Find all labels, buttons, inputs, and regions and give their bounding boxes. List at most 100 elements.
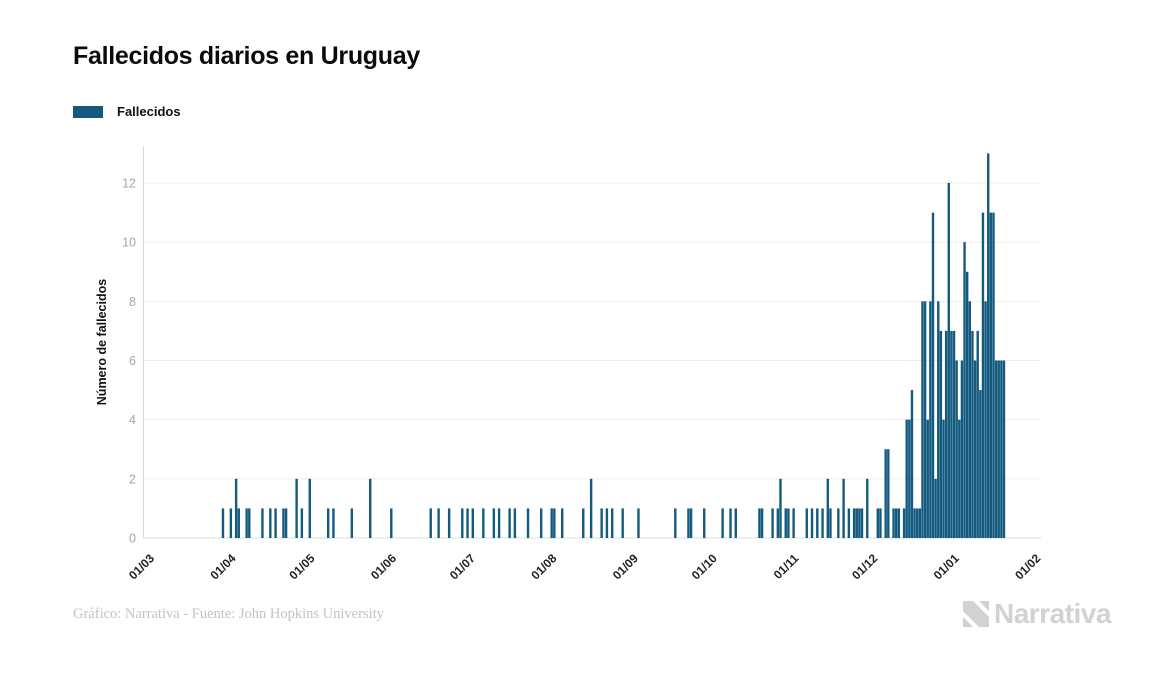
- bar: [734, 508, 737, 538]
- bar: [987, 153, 990, 539]
- bar: [760, 508, 764, 538]
- bar: [234, 478, 238, 538]
- bar: [513, 508, 517, 538]
- bar: [787, 508, 790, 538]
- x-tick-label: 01/02: [1012, 551, 1043, 582]
- y-tick-label: 8: [129, 295, 136, 309]
- bar: [497, 508, 501, 538]
- bar: [847, 508, 851, 538]
- bar: [826, 478, 830, 538]
- bar: [852, 508, 856, 538]
- bar: [589, 478, 593, 538]
- bar: [965, 271, 969, 538]
- bar: [492, 508, 496, 538]
- bar: [621, 508, 624, 538]
- bar: [929, 301, 932, 538]
- bar: [979, 390, 982, 538]
- y-tick-label: 12: [122, 177, 136, 191]
- bar: [300, 508, 304, 538]
- bar: [884, 449, 887, 538]
- bar: [821, 508, 824, 538]
- bar: [947, 183, 950, 538]
- bar: [1002, 360, 1006, 538]
- bar: [466, 508, 469, 538]
- bar: [284, 508, 288, 538]
- bar: [461, 508, 464, 538]
- bar: [992, 212, 995, 538]
- bar: [526, 508, 530, 538]
- bar: [921, 301, 924, 538]
- source-caption: Gráfico: Narrativa - Fuente: John Hopkin…: [73, 606, 384, 622]
- y-tick-label: 4: [129, 413, 136, 427]
- bar: [308, 478, 311, 538]
- bar: [721, 508, 724, 538]
- bar: [944, 330, 948, 538]
- y-axis-title: Número de fallecidos: [95, 279, 109, 405]
- bar: [837, 508, 840, 538]
- x-tick-label: 01/10: [689, 551, 720, 582]
- bar: [994, 360, 998, 538]
- bar: [934, 478, 937, 538]
- bar: [976, 330, 979, 538]
- bar: [269, 508, 272, 538]
- x-tick-label: 01/03: [126, 551, 157, 582]
- bar: [950, 330, 953, 538]
- bar: [894, 508, 898, 538]
- bar: [792, 508, 795, 538]
- y-tick-label: 10: [122, 236, 136, 250]
- x-tick-label: 01/05: [286, 551, 317, 582]
- bar: [908, 419, 911, 538]
- bar: [963, 242, 966, 539]
- bar: [237, 508, 240, 538]
- bar: [810, 508, 814, 538]
- bar: [326, 508, 330, 538]
- bar: [539, 508, 543, 538]
- narrativa-n-icon: [963, 601, 989, 627]
- bar: [229, 508, 233, 538]
- bar: [274, 508, 277, 538]
- bar: [508, 508, 511, 538]
- bar: [879, 508, 882, 538]
- bar: [550, 508, 553, 538]
- x-tick-label: 01/09: [610, 551, 641, 582]
- bar: [923, 301, 927, 538]
- bar: [952, 330, 956, 538]
- bar: [887, 449, 890, 538]
- y-tick-label: 2: [129, 472, 136, 486]
- x-tick-label: 01/12: [849, 551, 880, 582]
- bar: [771, 508, 774, 538]
- bar: [221, 508, 225, 538]
- bar: [447, 508, 451, 538]
- bar: [971, 330, 974, 538]
- bar: [637, 508, 640, 538]
- bar: [955, 360, 958, 538]
- bar: [729, 508, 732, 538]
- bar: [973, 360, 977, 538]
- bar: [926, 419, 929, 538]
- bar: [855, 508, 858, 538]
- bar: [892, 508, 895, 538]
- bar: [910, 390, 914, 538]
- bar: [261, 508, 264, 538]
- bar: [482, 508, 485, 538]
- bar: [866, 478, 869, 538]
- chart-title: Fallecidos diarios en Uruguay: [73, 42, 420, 70]
- bar: [758, 508, 761, 538]
- bar: [784, 508, 787, 538]
- bar: [687, 508, 690, 538]
- bar: [858, 508, 861, 538]
- bar: [605, 508, 609, 538]
- bar: [829, 508, 832, 538]
- bar: [245, 508, 248, 538]
- bar: [913, 508, 916, 538]
- bar: [939, 330, 943, 538]
- x-tick-label: 01/06: [368, 551, 399, 582]
- bar: [960, 360, 964, 538]
- x-tick-label: 01/08: [528, 551, 559, 582]
- x-tick-label: 01/11: [771, 551, 802, 582]
- bar: [689, 508, 693, 538]
- bar: [610, 508, 614, 538]
- bar: [369, 478, 372, 538]
